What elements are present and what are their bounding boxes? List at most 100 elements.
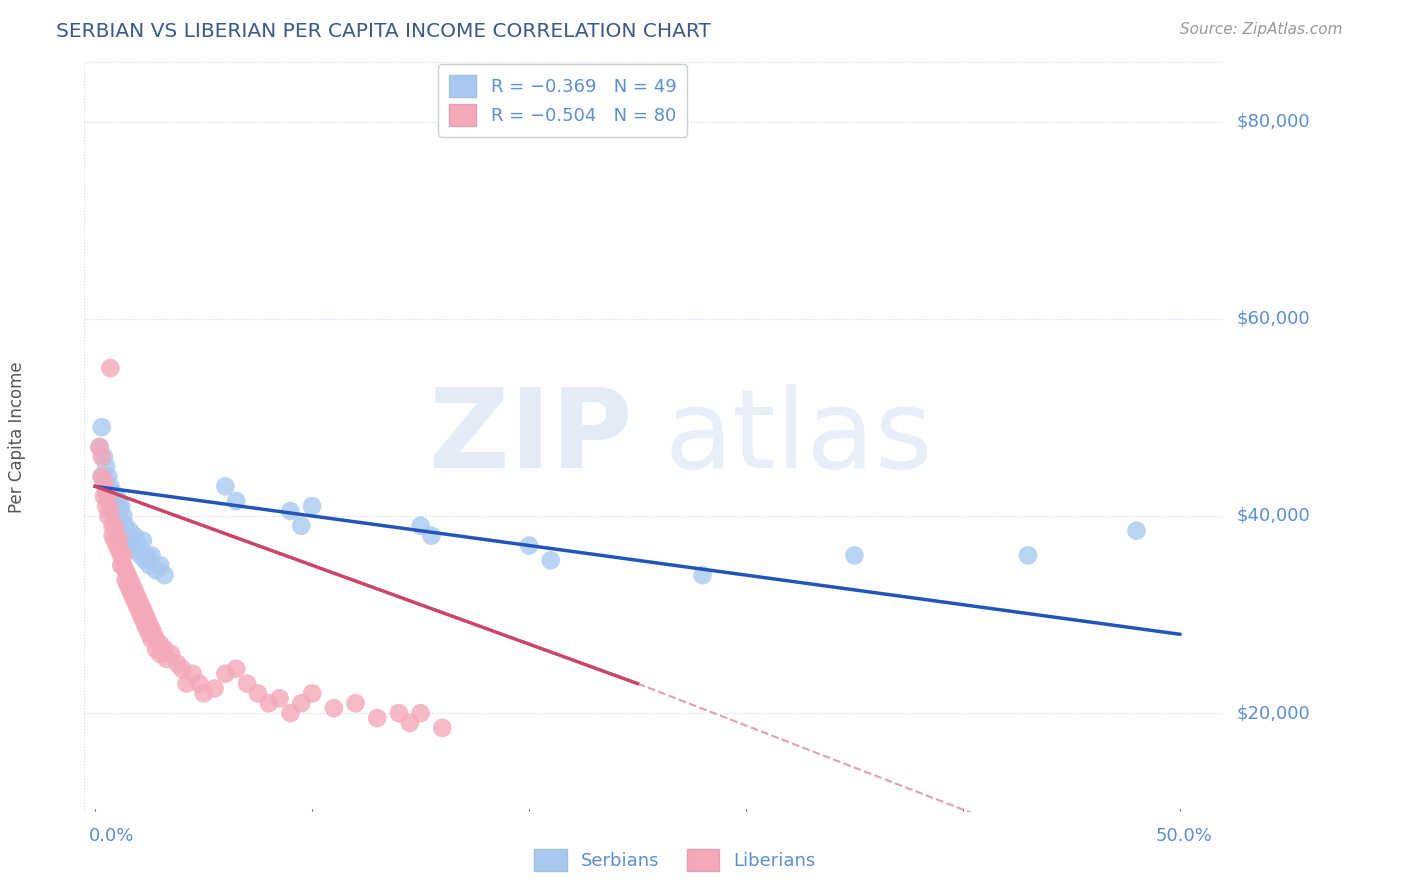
Point: [128, 539, 150, 553]
Point: [204, 681, 226, 696]
Point: [118, 524, 141, 538]
Point: [280, 504, 302, 518]
Point: [104, 499, 127, 513]
Point: [118, 582, 141, 597]
Point: [136, 623, 159, 637]
Point: [110, 558, 132, 573]
Point: [134, 617, 156, 632]
Point: [388, 706, 411, 720]
Point: [188, 676, 211, 690]
Point: [193, 686, 215, 700]
Point: [105, 489, 128, 503]
Point: [97, 489, 120, 503]
Point: [134, 607, 156, 622]
Point: [100, 479, 122, 493]
Point: [153, 568, 176, 582]
Point: [125, 598, 148, 612]
Point: [129, 598, 152, 612]
Point: [121, 588, 143, 602]
Text: ZIP: ZIP: [429, 384, 633, 491]
Point: [121, 539, 143, 553]
Point: [93, 489, 115, 503]
Point: [90, 469, 112, 483]
Point: [301, 686, 323, 700]
Point: [117, 568, 139, 582]
Text: atlas: atlas: [665, 384, 934, 491]
Text: $60,000: $60,000: [1236, 310, 1310, 327]
Point: [114, 518, 136, 533]
Text: 0.0%: 0.0%: [89, 827, 134, 845]
Point: [136, 612, 159, 626]
Point: [104, 518, 127, 533]
Point: [93, 475, 115, 489]
Point: [344, 696, 367, 710]
Point: [129, 607, 152, 622]
Text: $80,000: $80,000: [1236, 112, 1310, 130]
Point: [105, 508, 128, 523]
Point: [136, 549, 159, 563]
Point: [236, 676, 259, 690]
Point: [90, 420, 112, 434]
Point: [100, 504, 122, 518]
Point: [214, 479, 236, 493]
Point: [322, 701, 344, 715]
Point: [517, 539, 540, 553]
Point: [160, 647, 183, 661]
Point: [122, 592, 145, 607]
Point: [134, 553, 156, 567]
Point: [117, 578, 139, 592]
Text: SERBIAN VS LIBERIAN PER CAPITA INCOME CORRELATION CHART: SERBIAN VS LIBERIAN PER CAPITA INCOME CO…: [56, 22, 711, 41]
Point: [290, 696, 312, 710]
Point: [366, 711, 388, 725]
Point: [132, 602, 155, 616]
Point: [105, 539, 128, 553]
Point: [141, 632, 163, 647]
Point: [89, 440, 111, 454]
Point: [540, 553, 562, 567]
Point: [108, 533, 131, 548]
Point: [225, 662, 247, 676]
Point: [110, 549, 132, 563]
Point: [214, 666, 236, 681]
Point: [138, 617, 160, 632]
Text: 50.0%: 50.0%: [1156, 827, 1212, 845]
Point: [110, 514, 132, 528]
Point: [114, 563, 136, 577]
Point: [138, 627, 160, 641]
Text: Source: ZipAtlas.com: Source: ZipAtlas.com: [1180, 22, 1343, 37]
Point: [1017, 549, 1039, 563]
Point: [94, 459, 117, 474]
Point: [97, 494, 120, 508]
Point: [290, 518, 312, 533]
Point: [420, 529, 443, 543]
Point: [94, 484, 117, 499]
Point: [114, 573, 136, 587]
Point: [97, 469, 120, 483]
Point: [104, 533, 127, 548]
Point: [844, 549, 866, 563]
Point: [156, 652, 179, 666]
Point: [122, 582, 145, 597]
Text: Per Capita Income: Per Capita Income: [8, 361, 27, 513]
Point: [90, 469, 112, 483]
Point: [141, 623, 163, 637]
Point: [100, 361, 122, 376]
Point: [101, 504, 124, 518]
Text: $40,000: $40,000: [1236, 507, 1310, 525]
Point: [141, 549, 163, 563]
Point: [112, 558, 135, 573]
Point: [129, 549, 152, 563]
Point: [112, 549, 135, 563]
Point: [94, 479, 117, 493]
Legend: R = −0.369   N = 49, R = −0.504   N = 80: R = −0.369 N = 49, R = −0.504 N = 80: [439, 64, 688, 136]
Point: [145, 642, 167, 657]
Point: [1125, 524, 1147, 538]
Point: [301, 499, 323, 513]
Point: [118, 573, 141, 587]
Point: [90, 450, 112, 464]
Point: [142, 627, 165, 641]
Point: [170, 662, 193, 676]
Point: [122, 529, 145, 543]
Point: [101, 518, 124, 533]
Point: [176, 676, 198, 690]
